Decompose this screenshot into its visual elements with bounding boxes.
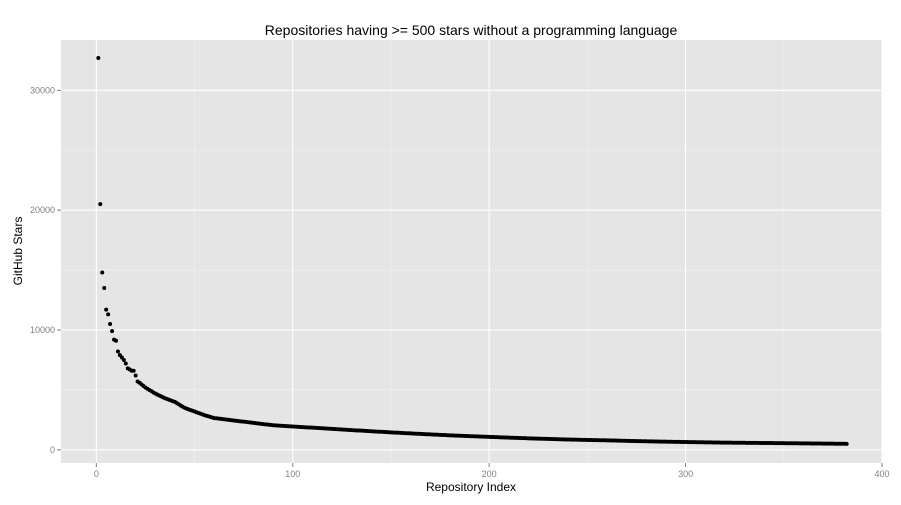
major-gridlines [61,40,883,463]
x-tick-label: 100 [285,469,300,479]
data-point [110,329,115,334]
data-point [115,349,120,354]
y-tick-label: 0 [50,445,55,455]
y-tick-label: 30000 [30,85,55,95]
data-point [100,270,105,275]
y-axis-title: GitHub Stars [11,217,25,286]
data-point [131,368,136,373]
chart-title: Repositories having >= 500 stars without… [265,22,678,38]
data-point [108,321,113,326]
x-tick-label: 400 [874,469,889,479]
y-tick-label: 20000 [30,205,55,215]
data-point [102,286,107,291]
data-point [133,373,138,378]
data-point [121,357,126,362]
y-tick-label: 10000 [30,325,55,335]
data-point [98,202,103,207]
x-axis-title: Repository Index [426,480,516,494]
data-point [96,55,101,60]
y-axis-ticks: 0 10000 20000 30000 [30,85,61,455]
data-point [113,338,118,343]
x-tick-label: 300 [678,469,693,479]
data-point [844,441,849,446]
data-point [106,312,111,317]
x-tick-label: 0 [94,469,99,479]
x-tick-label: 200 [482,469,497,479]
data-point [123,361,128,366]
x-axis-ticks: 0 100 200 300 400 [94,463,890,479]
data-points [96,55,849,446]
minor-gridlines [61,40,882,463]
plot-panel [61,40,882,463]
data-point [104,307,109,312]
